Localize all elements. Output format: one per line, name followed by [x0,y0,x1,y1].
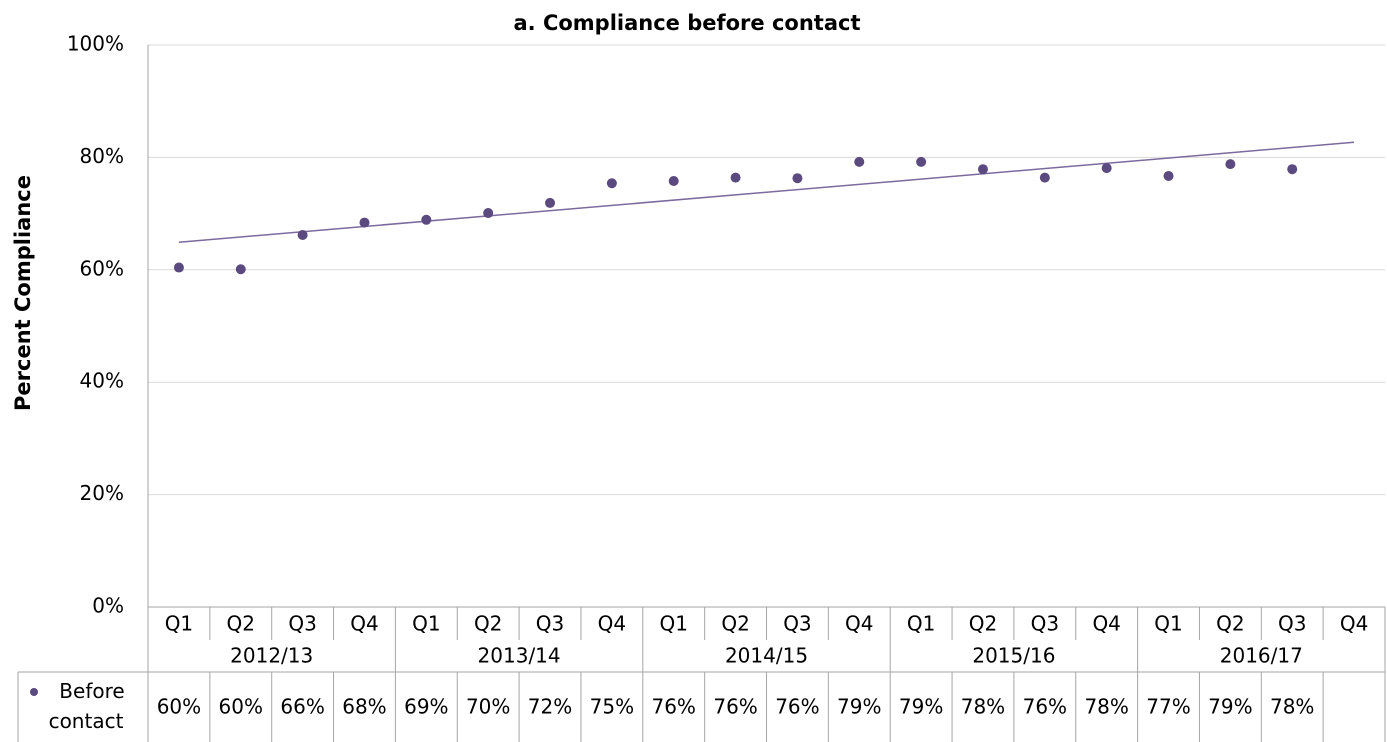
x-tick-label: Q4 [598,612,626,636]
data-label: 78% [961,695,1005,719]
data-label: 68% [342,695,386,719]
data-point [235,264,246,275]
x-tick-label: Q1 [1154,612,1182,636]
x-tick-label: Q3 [288,612,316,636]
data-point [854,156,865,167]
data-point [483,208,494,219]
x-tick-label: Q3 [783,612,811,636]
data-label: 78% [1084,695,1128,719]
x-tick-label: Q4 [350,612,378,636]
data-point [545,197,556,208]
data-point [606,178,617,189]
chart-title: a. Compliance before contact [513,11,860,35]
year-label: 2016/17 [1220,644,1303,668]
x-tick-label: Q4 [845,612,873,636]
legend-marker [30,688,38,696]
y-tick-label: 60% [80,256,124,280]
x-tick-label: Q2 [969,612,997,636]
year-label: 2013/14 [478,644,561,668]
data-point [916,156,927,167]
data-point [1039,172,1050,183]
data-point [1225,159,1236,170]
data-point [668,176,679,187]
data-label: 79% [899,695,943,719]
data-label: 66% [280,695,324,719]
data-label: 76% [1023,695,1067,719]
data-label: 60% [219,695,263,719]
data-label: 76% [775,695,819,719]
x-tick-label: Q2 [474,612,502,636]
data-point [1101,163,1112,174]
x-tick-label: Q3 [1278,612,1306,636]
x-tick-label: Q1 [907,612,935,636]
x-tick-label: Q4 [1340,612,1368,636]
x-tick-label: Q1 [659,612,687,636]
x-tick-label: Q2 [227,612,255,636]
y-tick-label: 100% [67,32,124,56]
x-tick-label: Q2 [721,612,749,636]
data-label: 60% [157,695,201,719]
x-tick-label: Q1 [412,612,440,636]
y-axis-label: Percent Compliance [11,175,35,411]
legend-label: Before contact [49,679,125,733]
x-tick-label: Q3 [1031,612,1059,636]
y-tick-label: 20% [80,481,124,505]
data-point [977,164,988,175]
data-label: 79% [837,695,881,719]
x-tick-label: Q2 [1216,612,1244,636]
data-point [792,173,803,184]
y-tick-label: 80% [80,144,124,168]
x-tick-label: Q3 [536,612,564,636]
data-point [1287,164,1298,175]
y-tick-label: 0% [92,594,124,618]
data-label: 75% [590,695,634,719]
data-label: 78% [1270,695,1314,719]
data-label: 77% [1146,695,1190,719]
data-label: 76% [713,695,757,719]
data-point [421,214,432,225]
year-label: 2014/15 [725,644,808,668]
x-tick-label: Q4 [1092,612,1120,636]
year-label: 2015/16 [972,644,1055,668]
year-label: 2012/13 [230,644,313,668]
data-point [297,229,308,240]
data-point [730,172,741,183]
y-tick-label: 40% [80,369,124,393]
x-tick-label: Q1 [165,612,193,636]
data-point [359,217,370,228]
trendline [178,141,1355,244]
data-label: 70% [466,695,510,719]
data-label: 79% [1208,695,1252,719]
data-label: 72% [528,695,572,719]
data-point [173,262,184,273]
data-label: 69% [404,695,448,719]
data-point [1163,170,1174,181]
data-label: 76% [651,695,695,719]
